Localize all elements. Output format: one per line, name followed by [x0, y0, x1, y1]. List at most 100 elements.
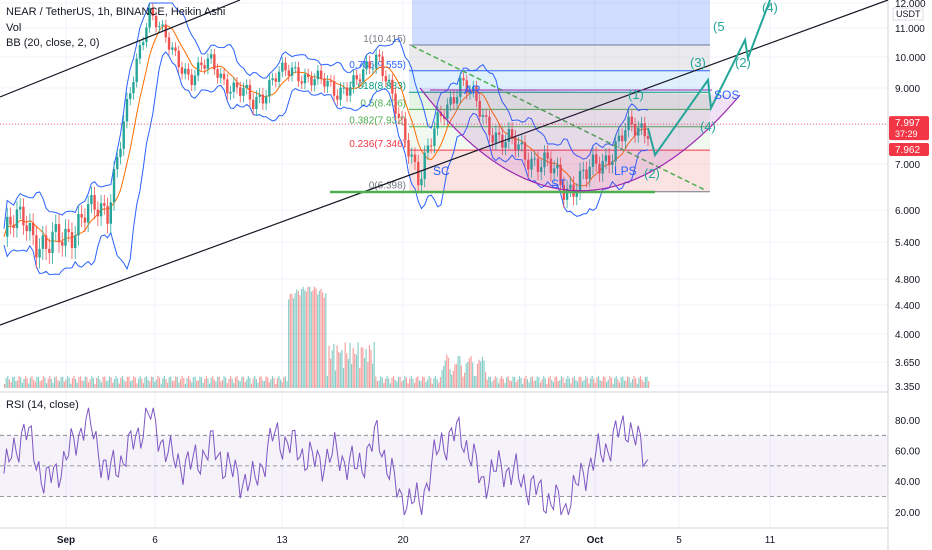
volume-bar [547, 377, 550, 388]
volume-bar [252, 378, 254, 388]
price-tick-label: 9.000 [895, 84, 920, 95]
volume-bar [525, 376, 527, 388]
volume-bar [47, 378, 49, 388]
volume-bar [54, 377, 56, 388]
volume-bar [431, 383, 433, 388]
volume-bar [197, 380, 199, 388]
volume-bar [609, 376, 611, 388]
volume-bar [4, 384, 6, 388]
volume-bar [488, 376, 490, 388]
candle-body [303, 74, 307, 84]
volume-bar [118, 383, 120, 388]
candle-body [578, 170, 582, 192]
volume-bars [4, 286, 650, 388]
volume-bar [586, 377, 588, 388]
bb-lower [3, 51, 649, 276]
volume-bar [92, 378, 94, 388]
volume-bar [296, 289, 298, 388]
volume-bar [138, 378, 140, 388]
volume-bar [179, 379, 182, 388]
volume-bar [460, 365, 462, 388]
volume-bar [228, 378, 230, 388]
volume-bar [426, 379, 429, 388]
volume-bar [425, 382, 427, 388]
volume-bar [410, 376, 412, 388]
candle-body [70, 232, 74, 248]
candle-body [193, 75, 197, 86]
candle-body [384, 75, 388, 82]
candle-body [468, 91, 472, 94]
volume-bar [552, 382, 554, 388]
price-badge [889, 116, 929, 141]
volume-bar [217, 376, 219, 388]
volume-bar [150, 376, 153, 388]
volume-bar [604, 376, 606, 388]
candle-body [251, 99, 255, 109]
volume-bar [433, 378, 435, 388]
candle-body [630, 116, 634, 125]
volume-bar [42, 376, 44, 388]
candle-body [99, 203, 103, 217]
candle-body [138, 45, 142, 59]
volume-bar [255, 379, 257, 388]
volume-bar [212, 376, 214, 388]
candle-body [80, 213, 83, 218]
candle-body [274, 78, 278, 82]
volume-bar [485, 372, 487, 388]
candle-body [459, 77, 462, 97]
volume-bar [157, 376, 159, 388]
volume-bar [86, 377, 88, 388]
volume-bar [507, 376, 509, 388]
candle-body [472, 86, 475, 92]
volume-bar [434, 376, 437, 388]
bb-legend[interactable]: BB (20, close, 2, 0) [6, 37, 100, 49]
time-tick-label: 20 [397, 535, 409, 546]
fib-retracement[interactable]: 1(10.415) 0.786(9.555) 0.618(8.883) 0.5(8.4… [349, 0, 710, 193]
candle-body [255, 96, 258, 109]
volume-bar [105, 381, 107, 388]
volume-bar [52, 383, 54, 388]
wyckoff-label: AR [464, 83, 481, 97]
volume-bar [91, 376, 93, 388]
volume-bar [564, 382, 566, 388]
rsi-legend[interactable]: RSI (14, close) [6, 399, 79, 411]
candle-body [235, 82, 239, 88]
drawings[interactable]: SC AR ST LPS SOS (1) (2) (3) (4) (5 (2) (4) [0, 0, 889, 326]
volume-bar [598, 376, 600, 388]
volume-bar [430, 377, 432, 388]
volume-bar [567, 376, 569, 388]
volume-bar [213, 379, 215, 388]
candle-body [158, 26, 161, 28]
volume-bar [189, 379, 191, 388]
candle-body [67, 228, 70, 233]
volume-bar [594, 382, 596, 388]
volume-bar [286, 381, 288, 388]
volume-bar [585, 376, 587, 388]
volume-bar [418, 380, 420, 388]
volume-bar [196, 381, 198, 388]
volume-bar [309, 286, 311, 388]
volume-bar [497, 383, 500, 388]
volume-bar [412, 378, 414, 388]
volume-bar [254, 376, 256, 388]
candle-body [239, 87, 242, 96]
volume-legend[interactable]: Vol [6, 22, 22, 34]
time-tick-label: 11 [765, 535, 776, 546]
candle-body [171, 47, 174, 50]
volume-bar [336, 345, 338, 388]
candle-body [316, 70, 320, 80]
volume-bar [631, 379, 634, 388]
volume-bar [191, 382, 193, 388]
volume-bar [66, 376, 69, 388]
rsi-line [3, 407, 649, 516]
volume-bar [165, 379, 167, 388]
volume-bar [162, 378, 164, 388]
candle-body [245, 84, 248, 89]
volume-bar [346, 353, 348, 388]
candle-body [154, 15, 158, 28]
candle-body [575, 191, 579, 197]
candle-body [559, 164, 562, 186]
volume-bar [476, 363, 479, 388]
candle-body [565, 188, 569, 200]
